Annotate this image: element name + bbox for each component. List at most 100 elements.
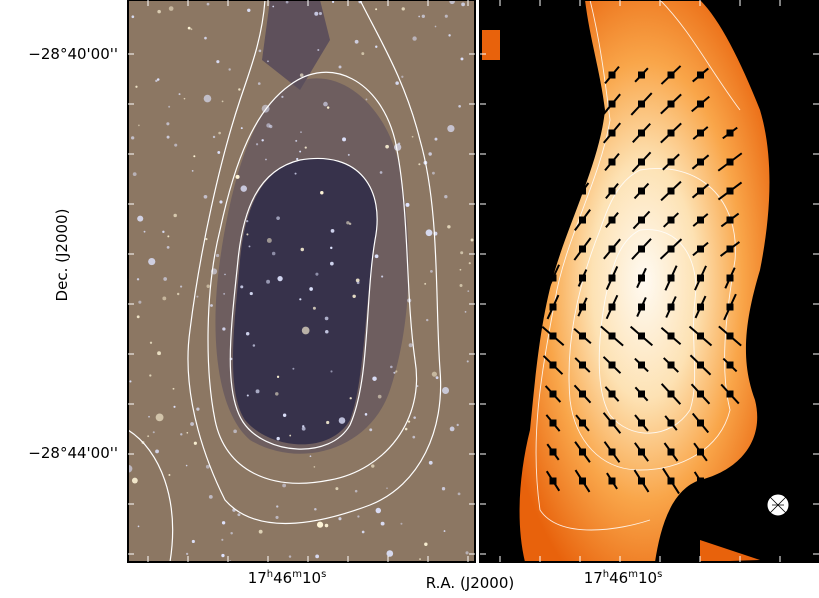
star <box>267 238 272 243</box>
star <box>246 332 249 335</box>
star <box>276 505 278 507</box>
star <box>458 105 461 108</box>
star <box>155 450 159 454</box>
star <box>132 15 135 18</box>
star <box>366 98 368 100</box>
star <box>457 424 459 426</box>
ra-unit: s <box>657 569 662 580</box>
star <box>387 550 394 557</box>
star <box>167 246 170 249</box>
star <box>173 388 175 390</box>
star <box>192 170 194 172</box>
ra-minutes: 46 <box>609 569 628 587</box>
star <box>350 397 352 399</box>
star <box>207 285 210 288</box>
star <box>179 93 181 95</box>
ra-tick-label: 17h46m10s <box>248 569 327 587</box>
star <box>406 203 410 207</box>
star <box>361 52 364 55</box>
star <box>137 315 140 318</box>
star <box>238 88 240 90</box>
star <box>365 413 368 416</box>
star <box>302 327 310 335</box>
star <box>417 385 419 387</box>
star <box>445 15 448 18</box>
left-image <box>125 0 475 562</box>
star <box>186 465 188 467</box>
star <box>426 229 433 236</box>
star <box>402 7 405 10</box>
star <box>317 522 323 528</box>
star <box>412 136 414 138</box>
star <box>275 516 278 519</box>
star <box>461 2 465 6</box>
star <box>147 435 149 437</box>
star <box>162 296 166 300</box>
star <box>168 106 170 108</box>
star <box>240 285 243 288</box>
star <box>355 40 359 44</box>
star <box>369 428 372 431</box>
star <box>319 12 322 15</box>
star <box>386 487 388 489</box>
star <box>467 290 469 292</box>
star <box>272 252 276 256</box>
star <box>309 287 313 291</box>
ra-minutes: 46 <box>273 569 292 587</box>
star <box>412 436 415 439</box>
star <box>339 65 342 68</box>
star <box>418 16 420 18</box>
star <box>330 247 332 249</box>
star <box>204 195 208 199</box>
star <box>395 370 397 372</box>
star <box>349 223 351 225</box>
star <box>428 152 431 155</box>
star <box>277 376 279 378</box>
star <box>219 200 222 203</box>
ra-axis-label: R.A. (J2000) <box>426 574 515 592</box>
star <box>223 293 225 295</box>
star <box>137 278 139 280</box>
star <box>301 248 304 251</box>
star <box>314 12 318 16</box>
star <box>292 368 294 370</box>
star <box>230 532 232 534</box>
star <box>173 214 176 217</box>
star <box>323 102 328 107</box>
ra-hours: 17 <box>248 569 267 587</box>
ra-tick-label: 17h46m10s <box>584 569 663 587</box>
star <box>233 430 237 434</box>
star <box>429 461 433 465</box>
star <box>314 508 317 511</box>
star <box>217 151 220 154</box>
star <box>435 26 437 28</box>
star <box>129 380 131 382</box>
star <box>400 523 402 525</box>
star <box>237 513 240 516</box>
star <box>467 360 469 362</box>
star <box>296 158 298 160</box>
star <box>190 28 192 30</box>
star <box>320 191 323 194</box>
star <box>348 154 350 156</box>
star <box>241 127 243 129</box>
ra-unit: s <box>321 569 326 580</box>
star <box>261 139 263 141</box>
star <box>207 3 210 6</box>
star <box>375 8 377 10</box>
star <box>204 37 207 40</box>
star <box>196 296 198 298</box>
star <box>413 416 416 419</box>
star <box>210 304 213 307</box>
star <box>393 372 395 374</box>
star <box>265 159 267 161</box>
star <box>166 122 169 125</box>
star <box>469 262 471 264</box>
star <box>313 307 316 310</box>
star <box>357 281 360 284</box>
star <box>314 466 316 468</box>
star <box>144 231 146 233</box>
star <box>137 216 143 222</box>
star <box>430 270 433 273</box>
star <box>295 140 297 142</box>
